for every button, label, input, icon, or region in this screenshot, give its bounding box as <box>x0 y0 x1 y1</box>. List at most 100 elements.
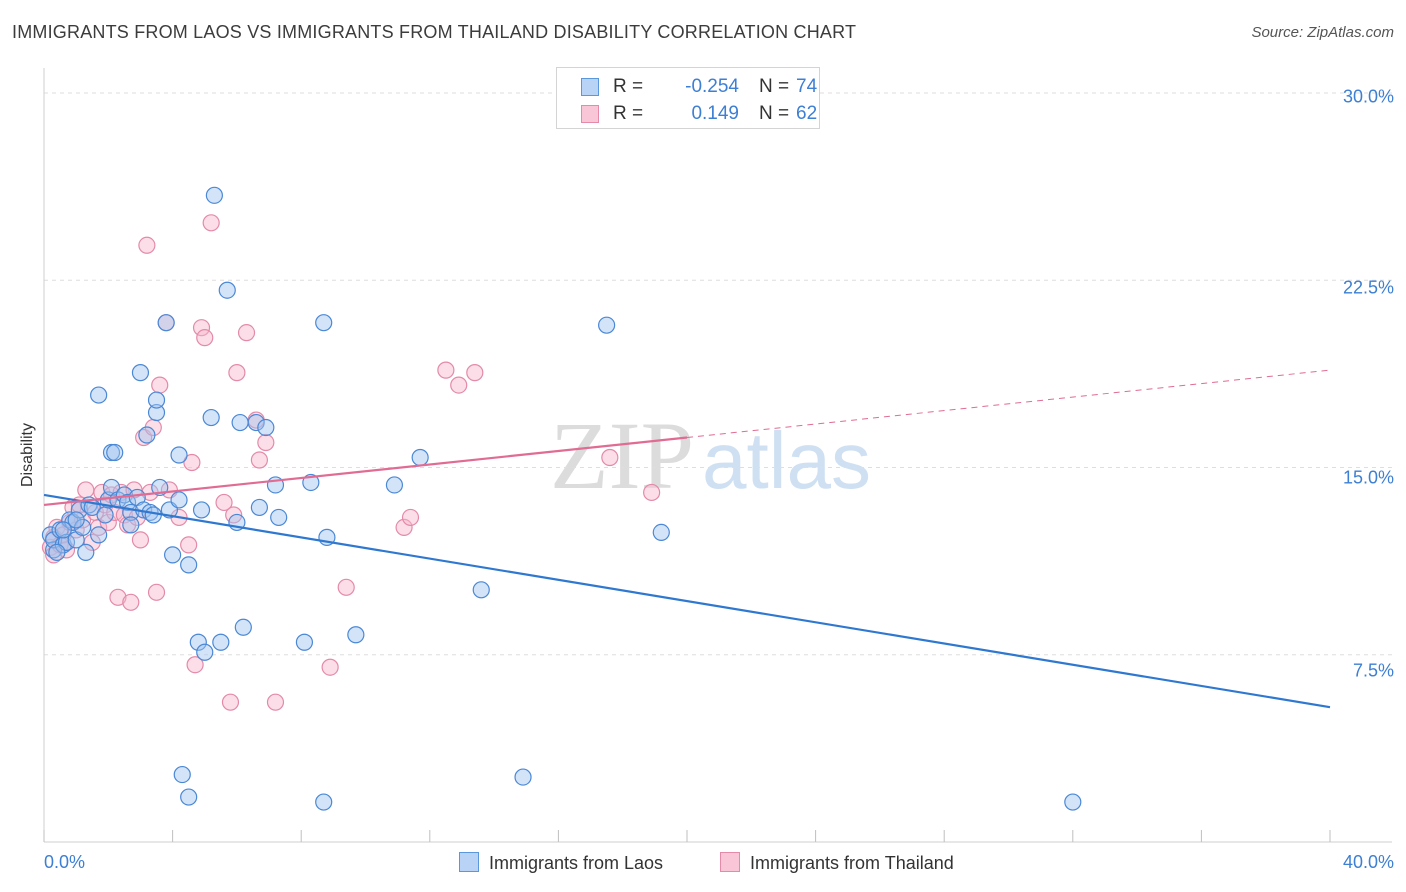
laos-swatch <box>581 78 599 96</box>
thailand-point <box>401 508 420 527</box>
laos-point <box>122 516 140 534</box>
laos-point <box>147 403 166 422</box>
laos-point <box>514 768 532 786</box>
source-label: Source: ZipAtlas.com <box>1251 24 1394 41</box>
laos-point <box>45 541 63 559</box>
laos-point <box>411 448 429 467</box>
laos-point <box>1064 793 1082 811</box>
laos-point <box>157 314 175 332</box>
thailand-trend-extension <box>686 369 1331 439</box>
y-tick-label: 22.5% <box>1342 277 1394 298</box>
r-label: R = <box>613 103 644 124</box>
laos-point <box>315 793 333 811</box>
laos-point <box>234 618 252 636</box>
laos-point <box>247 413 265 432</box>
correlation-legend: R = -0.254 N = 74 R = 0.149 N = 62 <box>556 67 820 129</box>
thailand-point <box>77 481 95 499</box>
n-label: N = <box>759 76 790 97</box>
laos-point <box>189 633 207 651</box>
laos-point <box>652 523 670 542</box>
laos-points <box>41 186 1082 811</box>
thailand-point <box>151 376 169 394</box>
laos-point <box>77 543 95 561</box>
y-axis-label: Disability <box>19 422 36 488</box>
y-tick-label: 7.5% <box>1352 660 1394 681</box>
laos-point <box>347 626 365 644</box>
laos-point <box>96 506 114 524</box>
legend-item-laos: Immigrants from Laos <box>459 852 663 874</box>
thailand-swatch <box>581 105 599 123</box>
x-tick-label: 0.0% <box>44 852 86 872</box>
r-value: -0.254 <box>685 76 739 97</box>
laos-point <box>257 418 275 437</box>
laos-point <box>90 526 108 544</box>
gridlines <box>44 92 1392 656</box>
chart-title: IMMIGRANTS FROM LAOS VS IMMIGRANTS FROM … <box>12 22 857 42</box>
thailand-point <box>109 588 127 606</box>
laos-point <box>472 581 490 599</box>
laos-point <box>170 446 188 464</box>
laos-point <box>131 364 150 382</box>
thailand-point <box>337 578 355 596</box>
thailand-point <box>147 583 166 601</box>
laos-point <box>598 316 616 334</box>
laos-point <box>196 643 214 661</box>
thailand-point <box>257 433 275 452</box>
thailand-point <box>196 329 214 347</box>
laos-point <box>202 408 220 427</box>
x-tick-label: 40.0% <box>1342 852 1394 872</box>
trend-lines <box>43 369 1331 709</box>
thailand-point <box>321 658 339 676</box>
legend-item-thailand: Immigrants from Thailand <box>720 852 954 874</box>
laos-point <box>295 633 314 651</box>
laos-point <box>315 314 333 332</box>
thailand-swatch <box>720 852 740 872</box>
n-value: 74 <box>796 76 818 97</box>
thailand-point <box>395 518 413 537</box>
r-label: R = <box>613 76 644 97</box>
laos-point <box>138 426 156 444</box>
thailand-point <box>601 448 619 467</box>
laos-swatch <box>459 852 479 872</box>
laos-point <box>67 511 85 529</box>
laos-point <box>180 556 198 574</box>
y-tick-label: 30.0% <box>1342 86 1394 107</box>
thailand-point <box>250 451 269 469</box>
laos-point <box>218 281 236 299</box>
laos-point <box>192 501 211 519</box>
y-tick-label: 15.0% <box>1342 467 1394 488</box>
thailand-point <box>466 364 484 382</box>
laos-point <box>212 633 230 651</box>
thailand-point <box>183 453 201 472</box>
watermark-atlas: atlas <box>702 416 871 505</box>
watermark-zip: ZIP <box>550 402 694 509</box>
laos-point <box>205 186 223 204</box>
thailand-point <box>138 236 156 254</box>
laos-point <box>170 491 188 509</box>
laos-point <box>180 788 198 806</box>
thailand-trend-line <box>43 436 688 507</box>
axes <box>43 68 1392 843</box>
laos-point <box>173 765 191 784</box>
laos-trend-line <box>43 493 1331 709</box>
thailand-point <box>266 693 285 711</box>
thailand-point <box>122 593 140 611</box>
thailand-point <box>192 319 211 337</box>
laos-point <box>118 493 137 512</box>
laos-point <box>250 498 269 517</box>
laos-point <box>48 543 66 561</box>
laos-point <box>164 546 182 564</box>
legend-label-laos: Immigrants from Laos <box>489 853 664 873</box>
laos-point <box>270 508 288 527</box>
thailand-point <box>215 493 233 512</box>
thailand-point <box>180 536 198 554</box>
thailand-point <box>221 693 240 711</box>
zipatlas-watermark: ZIP atlas <box>550 400 871 511</box>
r-value: 0.149 <box>691 103 739 124</box>
laos-point <box>106 443 124 462</box>
thailand-point <box>131 531 150 549</box>
laos-point <box>147 391 166 409</box>
legend-label-thailand: Immigrants from Thailand <box>750 853 954 873</box>
n-label: N = <box>759 103 790 124</box>
